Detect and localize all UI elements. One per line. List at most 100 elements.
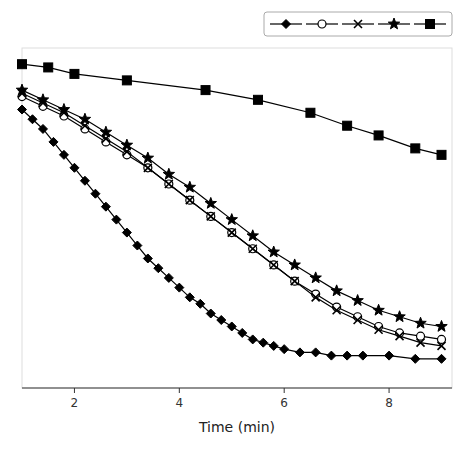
point [354, 316, 362, 324]
point [38, 124, 47, 133]
series [18, 93, 446, 344]
legend-item [306, 20, 338, 28]
point [343, 121, 352, 130]
x-tick-label: 2 [71, 396, 79, 410]
series [18, 60, 447, 160]
point [310, 272, 321, 283]
point [331, 285, 342, 296]
point [438, 342, 446, 350]
point [101, 202, 110, 211]
legend-item [342, 20, 374, 28]
series-line [22, 93, 442, 346]
point [18, 60, 27, 69]
plot-area [16, 60, 447, 364]
point [375, 326, 383, 334]
point [80, 176, 89, 185]
point [385, 351, 394, 360]
point [394, 311, 405, 322]
point [143, 254, 152, 263]
point [133, 241, 142, 250]
point [396, 332, 404, 340]
legend-marker [318, 20, 326, 28]
point [270, 261, 278, 269]
point [437, 354, 446, 363]
point [207, 212, 215, 220]
series-line [22, 64, 442, 155]
point [295, 348, 304, 357]
series [18, 105, 447, 363]
point [259, 338, 268, 347]
point [327, 351, 336, 360]
plot-frame [22, 48, 452, 388]
series-line [22, 110, 442, 359]
legend-marker [388, 18, 399, 29]
point [247, 230, 258, 241]
point [248, 335, 257, 344]
point [122, 76, 131, 85]
point [373, 304, 384, 315]
point [312, 293, 320, 301]
point [196, 299, 205, 308]
series [16, 84, 447, 331]
point [175, 283, 184, 292]
point [59, 150, 68, 159]
point [358, 351, 367, 360]
point [417, 339, 425, 347]
point [249, 245, 257, 253]
point [374, 131, 383, 140]
x-tick-label: 8 [385, 396, 393, 410]
point [164, 273, 173, 282]
point [154, 264, 163, 273]
point [411, 354, 420, 363]
point [228, 229, 236, 237]
legend-item [414, 20, 446, 29]
point [144, 164, 152, 172]
point [268, 246, 279, 257]
point [58, 104, 69, 115]
point [437, 150, 446, 159]
point [142, 152, 153, 163]
point [253, 95, 262, 104]
point [165, 180, 173, 188]
point [165, 180, 173, 188]
point [206, 309, 215, 318]
x-tick [74, 388, 75, 393]
point [311, 348, 320, 357]
point [226, 214, 237, 225]
x-tick [284, 388, 285, 393]
point [217, 316, 226, 325]
legend-item [378, 18, 410, 29]
legend-marker [282, 20, 291, 29]
point [333, 306, 341, 314]
chart: 2468Time (min) [0, 0, 474, 474]
point [289, 259, 300, 270]
x-axis-label: Time (min) [198, 419, 275, 435]
point [352, 295, 363, 306]
point [16, 84, 27, 95]
legend [264, 12, 452, 36]
x-tick-label: 6 [280, 396, 288, 410]
point [343, 351, 352, 360]
point [122, 228, 131, 237]
point [79, 113, 90, 124]
point [228, 229, 236, 237]
point [411, 144, 420, 153]
point [249, 245, 257, 253]
x-tick [179, 388, 180, 393]
point [205, 197, 216, 208]
point [291, 277, 299, 285]
legend-marker [426, 20, 435, 29]
point [144, 164, 152, 172]
point [91, 189, 100, 198]
point [37, 94, 48, 105]
point [185, 293, 194, 302]
point [18, 105, 27, 114]
point [280, 345, 289, 354]
series [18, 89, 446, 350]
legend-frame [264, 12, 452, 36]
point [201, 86, 210, 95]
point [186, 196, 194, 204]
point [269, 341, 278, 350]
x-axis-line [22, 388, 452, 389]
point [207, 212, 215, 220]
